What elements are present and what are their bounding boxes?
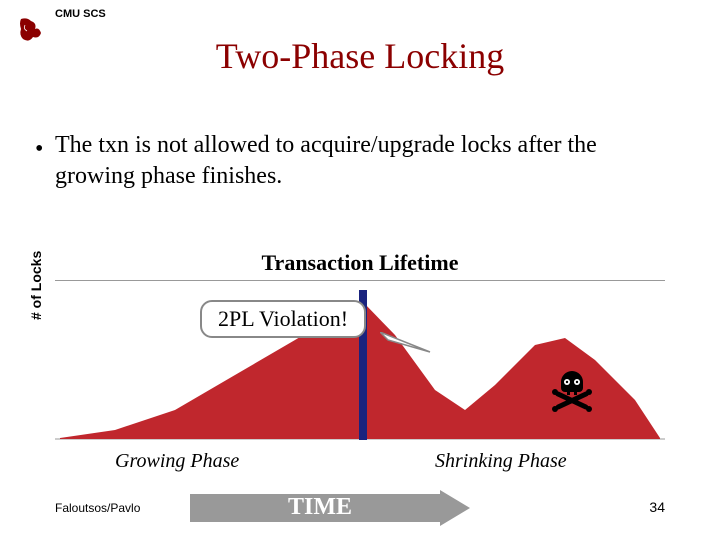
bullet-text: • The txn is not allowed to acquire/upgr… [55, 130, 665, 192]
page-number: 34 [649, 499, 665, 515]
bullet-content: The txn is not allowed to acquire/upgrad… [55, 132, 597, 189]
skull-crossbones-icon [550, 370, 594, 414]
y-axis-label: # of Locks [28, 251, 44, 320]
bullet-dot: • [35, 134, 43, 165]
slide-title: Two-Phase Locking [0, 35, 720, 77]
growing-phase-label: Growing Phase [115, 450, 239, 473]
footer-authors: Faloutsos/Pavlo [55, 501, 140, 515]
header-school-label: CMU SCS [55, 8, 106, 20]
shrinking-phase-label: Shrinking Phase [435, 450, 567, 473]
chart-title: Transaction Lifetime [0, 250, 720, 276]
callout-tail [380, 332, 440, 362]
subtitle-underline [55, 280, 665, 281]
violation-callout: 2PL Violation! [200, 300, 366, 338]
time-axis-label: TIME [190, 494, 450, 521]
